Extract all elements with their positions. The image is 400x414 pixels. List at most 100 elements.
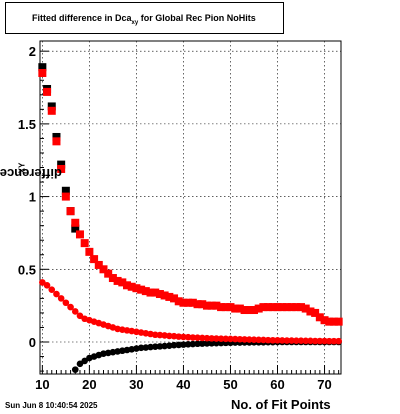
data-point <box>212 301 221 310</box>
data-point <box>94 260 103 269</box>
data-point <box>62 299 70 307</box>
data-point <box>170 341 178 349</box>
data-point <box>57 295 65 302</box>
data-point <box>151 331 159 339</box>
data-point <box>146 288 155 297</box>
data-point <box>194 340 201 348</box>
data-point <box>221 303 230 312</box>
data-point <box>38 63 47 72</box>
x-tick-label: 60 <box>270 377 284 392</box>
data-point <box>188 298 197 307</box>
data-point <box>231 335 239 343</box>
data-point <box>293 337 300 345</box>
x-tick-label: 50 <box>223 377 237 392</box>
chart-title-sub: xy <box>131 20 139 26</box>
data-point <box>123 281 132 290</box>
data-point <box>241 336 248 343</box>
data-point <box>53 290 60 298</box>
data-point <box>175 333 183 340</box>
data-point <box>250 336 258 343</box>
data-point <box>166 332 173 340</box>
data-point <box>43 281 51 289</box>
data-point <box>213 339 220 347</box>
x-tick-label: 30 <box>129 377 143 392</box>
data-point <box>47 106 56 115</box>
chart-title: Fitted difference in Dcaxy for Global Re… <box>32 13 256 26</box>
data-point <box>302 337 310 345</box>
data-point <box>48 286 56 293</box>
data-point <box>282 303 291 312</box>
data-point <box>99 265 108 274</box>
data-point <box>160 291 169 300</box>
data-point <box>269 336 277 344</box>
x-tick-label: 20 <box>82 377 96 392</box>
y-tick-label: 0 <box>29 335 36 350</box>
data-point <box>287 303 296 312</box>
data-point <box>80 239 89 248</box>
data-point <box>330 337 338 345</box>
data-point <box>311 308 320 317</box>
data-point <box>198 340 206 347</box>
data-point <box>297 337 305 345</box>
data-point <box>57 164 66 173</box>
data-point <box>198 300 207 309</box>
plot-frame <box>39 40 342 375</box>
y-axis-label-text: difference in Dca <box>0 165 62 181</box>
data-point <box>278 303 287 312</box>
data-point <box>207 301 216 310</box>
chart-title-box: Fitted difference in Dcaxy for Global Re… <box>5 2 284 34</box>
y-tick-label: 1 <box>29 190 36 205</box>
x-axis-label: No. of Fit Points <box>231 397 331 412</box>
data-point <box>108 274 117 283</box>
data-point <box>155 290 164 299</box>
data-point <box>217 303 226 312</box>
data-point <box>321 337 328 345</box>
data-point <box>325 317 334 326</box>
data-point <box>71 308 79 315</box>
data-point <box>71 224 80 233</box>
data-point <box>231 304 240 313</box>
data-point <box>255 336 262 344</box>
data-point <box>39 279 46 286</box>
data-point <box>71 218 80 227</box>
data-point <box>194 334 201 341</box>
data-point <box>151 288 160 297</box>
data-point <box>260 336 267 344</box>
data-point <box>90 255 99 264</box>
data-point <box>189 334 197 341</box>
data-point <box>203 334 211 342</box>
data-point <box>118 278 127 287</box>
y-tick-label: 0.5 <box>18 262 36 277</box>
x-tick-label: 40 <box>176 377 190 392</box>
data-point <box>334 317 343 326</box>
chart-marks <box>38 63 343 373</box>
data-point <box>227 335 234 343</box>
data-point <box>61 192 70 201</box>
chart-grid <box>40 41 341 374</box>
data-point <box>259 303 268 312</box>
data-point <box>208 335 215 342</box>
data-point <box>329 317 338 326</box>
y-tick-label: 2 <box>29 44 36 59</box>
chart-axes: 10 20 30 40 50 60 70 0 0.5 1 1.5 2 <box>18 40 342 392</box>
data-point <box>180 333 187 341</box>
data-point <box>240 306 249 315</box>
data-point <box>288 337 295 344</box>
data-point <box>85 247 94 256</box>
data-point <box>273 303 282 312</box>
series-1 <box>38 68 343 326</box>
data-point <box>57 160 66 169</box>
data-point <box>307 337 314 345</box>
data-point <box>184 298 193 307</box>
data-point <box>184 341 192 348</box>
data-point <box>184 333 192 341</box>
data-point <box>137 285 146 294</box>
data-point <box>170 294 179 303</box>
data-point <box>213 335 220 342</box>
series-3 <box>39 279 342 345</box>
data-point <box>236 335 244 343</box>
data-point <box>81 357 88 365</box>
data-point <box>71 366 79 373</box>
data-point <box>254 304 263 313</box>
data-point <box>217 335 225 342</box>
